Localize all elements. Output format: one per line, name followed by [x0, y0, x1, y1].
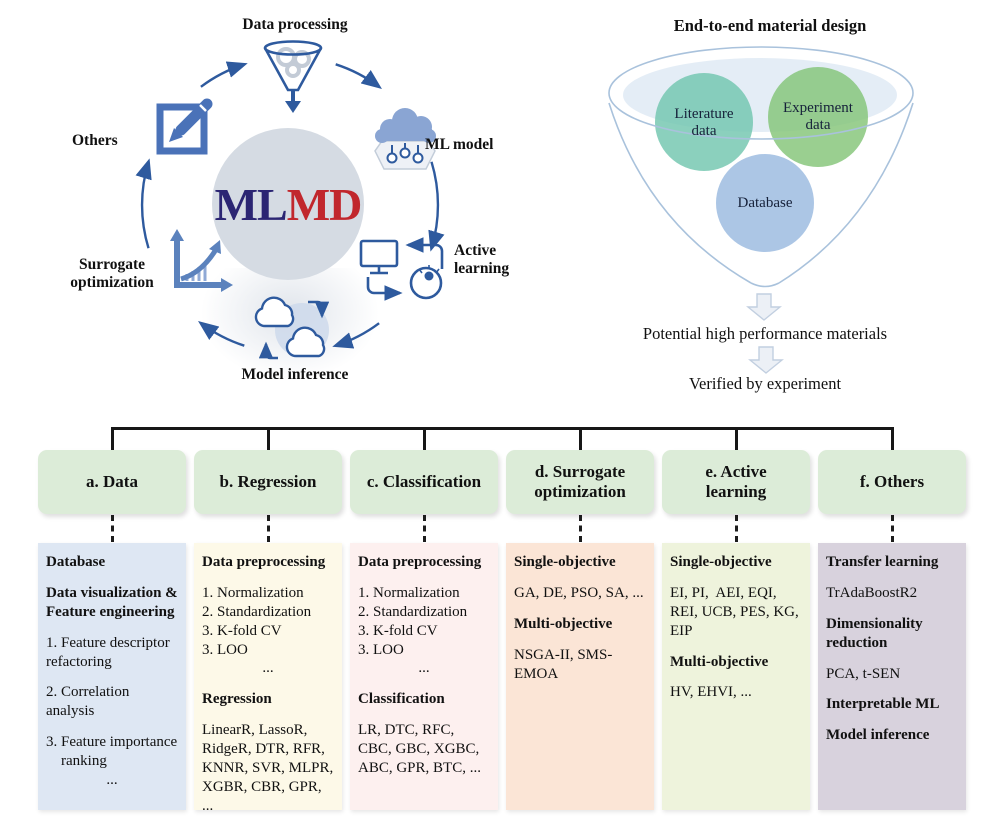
- material-funnel: [608, 46, 914, 288]
- taxonomy-item: 1. Normalization: [358, 584, 460, 601]
- taxonomy-item: 2. Standardization: [358, 603, 468, 620]
- column-content: Single-objective GA, DE, PSO, SA, ... Mult…: [506, 543, 654, 810]
- column-content: Transfer learning TrAdaBoostR2 Dimensional…: [818, 543, 966, 810]
- taxonomy-item: NSGA-II, SMS-EMOA: [514, 646, 613, 682]
- taxonomy-item: LR, DTC, RFC, CBC, GBC, XGBC, ABC, GPR, …: [358, 722, 483, 777]
- taxonomy-item: Classification: [358, 691, 445, 708]
- taxonomy-item: ...: [106, 772, 118, 789]
- taxonomy-item: Data preprocessing: [358, 554, 482, 570]
- funnel-circle-literature-label: Literature data: [674, 106, 734, 140]
- taxonomy-column-e: e. Active learning Single-objective EI, P…: [662, 427, 810, 810]
- taxonomy-item: Data visualization & Feature engineering: [46, 584, 178, 620]
- chart-growth-icon: [163, 229, 235, 299]
- column-header: a. Data: [38, 450, 186, 514]
- funnel-circle-experiment-label: Experiment data: [783, 100, 853, 134]
- column-header: b. Regression: [194, 450, 342, 514]
- center-circle: [212, 128, 364, 280]
- monitor-head-icon: [358, 237, 450, 305]
- taxonomy-item: Database: [46, 554, 106, 570]
- taxonomy-item: LinearR, LassoR, RidgeR, DTR, RFR, KNNR,…: [202, 722, 338, 814]
- dashed-connector: [890, 515, 894, 542]
- taxonomy-item: Single-objective: [514, 554, 616, 570]
- column-content: Data preprocessing 1. Normalization 2. Sta…: [194, 543, 342, 814]
- taxonomy-item: 1. Feature descriptor refactoring: [46, 634, 174, 670]
- taxonomy-item: EI, PI, AEI, EQI, REI, UCB, PES, KG, EIP: [670, 584, 803, 639]
- funnel-icon: [257, 38, 329, 120]
- column-content: Single-objective EI, PI, AEI, EQI, REI, U…: [662, 543, 810, 810]
- taxonomy-item: GA, DE, PSO, SA, ...: [514, 584, 644, 601]
- mlmd-ml-text: ML: [214, 178, 288, 230]
- taxonomy-columns: a. Data Database Data visualization & Fea…: [38, 427, 966, 814]
- taxonomy-column-d: d. Surrogate optimization Single-objecti…: [506, 427, 654, 810]
- down-arrow-icon: [748, 346, 784, 374]
- taxonomy-item: 2. Correlation analysis: [46, 684, 134, 720]
- funnel-title: End-to-end material design: [673, 16, 867, 35]
- taxonomy-item: Single-objective: [670, 554, 772, 570]
- column-header: c. Classification: [350, 450, 498, 514]
- taxonomy-item: Multi-objective: [514, 615, 613, 632]
- tree-horizontal-line: [111, 427, 893, 430]
- cycle-label-ml-model: ML model: [425, 136, 494, 153]
- taxonomy-item: 3. Feature importance ranking: [46, 734, 178, 770]
- potential-materials-text: Potential high performance materials: [642, 324, 888, 343]
- taxonomy-item: 3. K-fold CV: [358, 622, 438, 639]
- taxonomy-column-f: f. Others Transfer learning TrAdaBoostR2 D…: [818, 427, 966, 810]
- dashed-connector: [266, 515, 270, 542]
- taxonomy-item: 1. Normalization: [202, 584, 304, 601]
- mlmd-md-text: MD: [286, 178, 363, 230]
- clouds-cycle-icon: [252, 292, 336, 366]
- taxonomy-column-c: c. Classification Data preprocessing 1. N…: [350, 427, 498, 810]
- cycle-arrows: [135, 61, 445, 349]
- cycle-label-active-learning: Active learning: [454, 242, 510, 278]
- taxonomy-item: ...: [418, 660, 430, 677]
- dashed-connector: [110, 515, 114, 542]
- dashed-connector: [734, 515, 738, 542]
- dashed-connector: [422, 515, 426, 542]
- cloud-network-icon: [368, 105, 442, 175]
- taxonomy-item: Regression: [202, 691, 272, 708]
- taxonomy-item: 3. K-fold CV: [202, 622, 282, 639]
- taxonomy-item: PCA, t-SEN: [826, 665, 901, 682]
- edit-pencil-icon: [155, 91, 221, 157]
- taxonomy-item: HV, EHVI, ...: [670, 684, 752, 701]
- column-header: f. Others: [818, 450, 966, 514]
- taxonomy-column-b: b. Regression Data preprocessing 1. Norma…: [194, 427, 342, 814]
- column-header: d. Surrogate optimization: [506, 450, 654, 514]
- taxonomy-item: ...: [262, 660, 274, 677]
- dashed-connector: [578, 515, 582, 542]
- column-header: e. Active learning: [662, 450, 810, 514]
- funnel-circle-database-label: Database: [737, 195, 793, 211]
- cycle-label-others: Others: [72, 132, 118, 149]
- taxonomy-item: Multi-objective: [670, 653, 769, 670]
- down-arrow-icon: [746, 293, 782, 321]
- taxonomy-item: 2. Standardization: [202, 603, 312, 620]
- taxonomy-item: Model inference: [826, 727, 930, 744]
- mlmd-title: ML MD: [212, 128, 364, 280]
- taxonomy-item: Transfer learning: [826, 554, 939, 570]
- taxonomy-item: 3. LOO: [202, 641, 248, 658]
- taxonomy-item: Interpretable ML: [826, 696, 940, 713]
- verified-by-experiment-text: Verified by experiment: [688, 374, 842, 393]
- cycle-label-data-processing: Data processing: [242, 16, 348, 33]
- column-content: Database Data visualization & Feature eng…: [38, 543, 186, 810]
- column-content: Data preprocessing 1. Normalization 2. Sta…: [350, 543, 498, 810]
- taxonomy-column-a: a. Data Database Data visualization & Fea…: [38, 427, 186, 810]
- taxonomy-item: Dimensionality reduction: [826, 615, 927, 651]
- taxonomy-item: TrAdaBoostR2: [826, 584, 918, 601]
- cycle-label-model-inference: Model inference: [241, 366, 349, 383]
- taxonomy-item: 3. LOO: [358, 641, 404, 658]
- taxonomy-item: Data preprocessing: [202, 554, 326, 570]
- cycle-label-surrogate-optimization: Surrogate optimization: [70, 256, 154, 292]
